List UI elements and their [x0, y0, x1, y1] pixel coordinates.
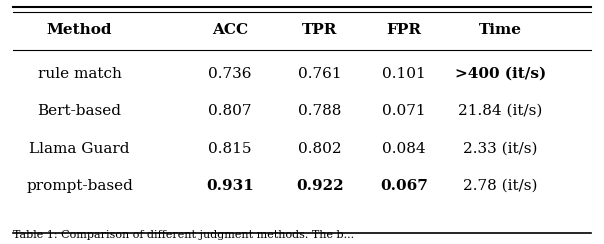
Text: 0.788: 0.788	[298, 104, 342, 118]
Text: 0.761: 0.761	[298, 67, 342, 81]
Text: 2.33 (it/s): 2.33 (it/s)	[463, 142, 538, 155]
Text: 21.84 (it/s): 21.84 (it/s)	[458, 104, 542, 118]
Text: rule match: rule match	[37, 67, 121, 81]
Text: Method: Method	[47, 23, 112, 37]
Text: 0.084: 0.084	[382, 142, 426, 155]
Text: FPR: FPR	[387, 23, 422, 37]
Text: Time: Time	[479, 23, 522, 37]
Text: ACC: ACC	[212, 23, 248, 37]
Text: Llama Guard: Llama Guard	[30, 142, 130, 155]
Text: 0.807: 0.807	[208, 104, 252, 118]
Text: 0.815: 0.815	[208, 142, 252, 155]
Text: 0.071: 0.071	[382, 104, 426, 118]
Text: 2.78 (it/s): 2.78 (it/s)	[463, 179, 538, 193]
Text: 0.067: 0.067	[381, 179, 428, 193]
Text: TPR: TPR	[303, 23, 338, 37]
Text: Table 1: Comparison of different judgment methods. The b...: Table 1: Comparison of different judgmen…	[13, 230, 355, 240]
Text: 0.736: 0.736	[208, 67, 252, 81]
Text: 0.922: 0.922	[296, 179, 344, 193]
Text: prompt-based: prompt-based	[26, 179, 133, 193]
Text: 0.101: 0.101	[382, 67, 426, 81]
Text: Bert-based: Bert-based	[37, 104, 121, 118]
Text: 0.802: 0.802	[298, 142, 342, 155]
Text: 0.931: 0.931	[206, 179, 254, 193]
Text: >400 (it/s): >400 (it/s)	[455, 67, 546, 81]
